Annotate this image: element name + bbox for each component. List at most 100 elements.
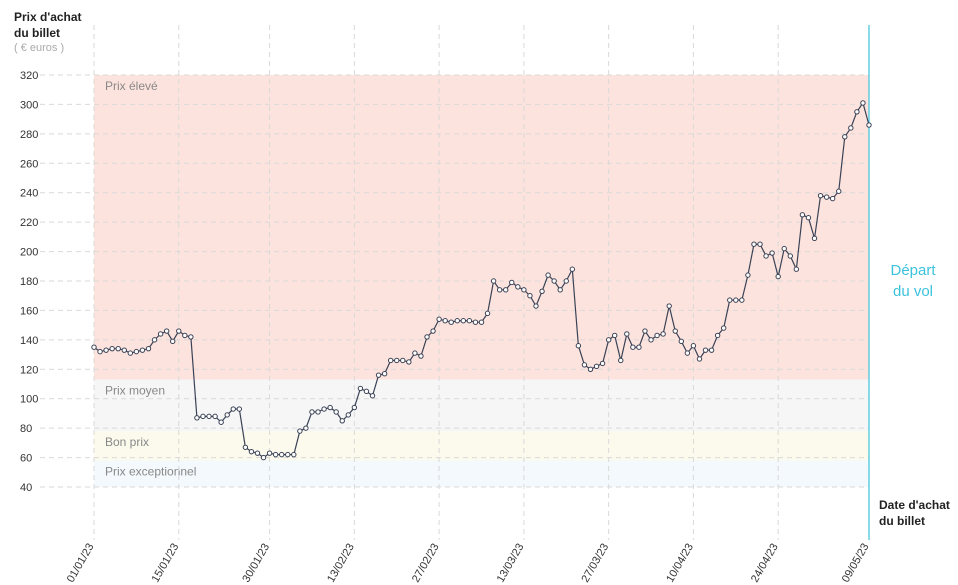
y-tick-label: 80	[20, 423, 32, 435]
price-point	[478, 319, 485, 325]
y-tick-label: 200	[20, 247, 38, 259]
price-point	[854, 109, 860, 115]
price-point	[787, 253, 793, 259]
price-point	[442, 318, 448, 324]
price-point	[805, 215, 812, 221]
price-point	[490, 278, 497, 284]
x-title: du billet	[879, 514, 925, 528]
price-point	[545, 272, 551, 278]
x-tick-label: 27/02/23	[410, 542, 442, 585]
price-point	[448, 319, 454, 325]
price-point	[763, 253, 769, 259]
price-point	[430, 328, 436, 334]
price-point	[678, 338, 685, 345]
price-point	[551, 278, 557, 284]
price-point	[666, 303, 672, 309]
zone	[94, 431, 869, 461]
price-point	[230, 406, 236, 412]
y-tick-label: 280	[20, 129, 38, 141]
y-unit: ( € euros )	[14, 42, 64, 54]
price-point	[636, 344, 642, 350]
price-point	[484, 310, 491, 317]
price-point	[387, 357, 394, 364]
y-tick-label: 220	[20, 217, 38, 229]
price-point	[690, 343, 697, 349]
price-point	[157, 331, 164, 337]
price-point	[436, 316, 442, 322]
x-tick-label: 10/04/23	[664, 542, 696, 585]
price-point	[527, 293, 533, 299]
price-point	[145, 345, 152, 352]
price-point	[321, 406, 327, 412]
price-point	[630, 344, 636, 350]
price-point	[581, 362, 588, 368]
price-point	[866, 122, 872, 128]
y-tick-label: 100	[20, 394, 38, 406]
price-point	[842, 134, 848, 140]
price-point	[212, 413, 218, 420]
price-point	[394, 357, 400, 364]
price-point	[424, 334, 430, 340]
price-point	[151, 337, 158, 343]
price-point	[733, 297, 739, 303]
price-point	[400, 357, 406, 364]
price-point	[182, 332, 188, 339]
price-point	[460, 318, 467, 324]
price-point	[127, 350, 134, 356]
price-point	[406, 359, 412, 365]
x-tick-label: 30/01/23	[240, 542, 272, 585]
price-point	[769, 250, 775, 256]
price-point	[194, 415, 200, 421]
price-point	[224, 412, 230, 418]
price-point	[557, 287, 563, 293]
x-title: Date d'achat	[879, 498, 950, 512]
price-point	[496, 287, 503, 293]
price-point	[260, 454, 267, 461]
price-point	[503, 287, 509, 293]
price-point	[381, 371, 388, 377]
price-point	[303, 425, 309, 431]
price-point	[266, 450, 273, 456]
price-point	[133, 348, 140, 355]
price-point	[696, 356, 703, 362]
y-tick-label: 300	[20, 99, 38, 111]
price-point	[418, 353, 424, 359]
price-point	[751, 241, 757, 247]
price-point	[563, 278, 569, 284]
price-point	[836, 188, 842, 194]
price-point	[599, 360, 606, 367]
price-point	[708, 347, 715, 353]
price-point	[236, 406, 243, 412]
price-point	[363, 388, 370, 395]
price-point	[109, 345, 115, 352]
price-point	[103, 347, 109, 353]
price-point	[272, 451, 279, 458]
y-tick-label: 320	[20, 70, 38, 82]
price-point	[188, 334, 194, 340]
zone-label: Prix moyen	[105, 384, 165, 398]
price-point	[714, 332, 721, 339]
price-point	[642, 328, 648, 334]
price-point	[97, 348, 103, 355]
y-title: Prix d'achat	[14, 10, 82, 24]
price-point	[605, 337, 612, 343]
price-point	[587, 366, 594, 372]
y-tick-label: 240	[20, 188, 38, 200]
price-point	[757, 241, 763, 247]
price-point	[720, 325, 727, 331]
price-point	[115, 345, 121, 352]
price-point	[176, 328, 182, 334]
x-tick-label: 24/04/23	[749, 542, 781, 585]
price-point	[170, 338, 176, 345]
price-point	[375, 372, 382, 378]
price-point	[569, 266, 576, 272]
price-point	[817, 192, 824, 199]
price-point	[745, 272, 751, 278]
price-point	[139, 347, 146, 353]
price-point	[315, 409, 321, 415]
price-point	[823, 194, 830, 200]
price-point	[309, 409, 315, 415]
price-point	[593, 363, 600, 370]
y-tick-label: 60	[20, 453, 32, 465]
